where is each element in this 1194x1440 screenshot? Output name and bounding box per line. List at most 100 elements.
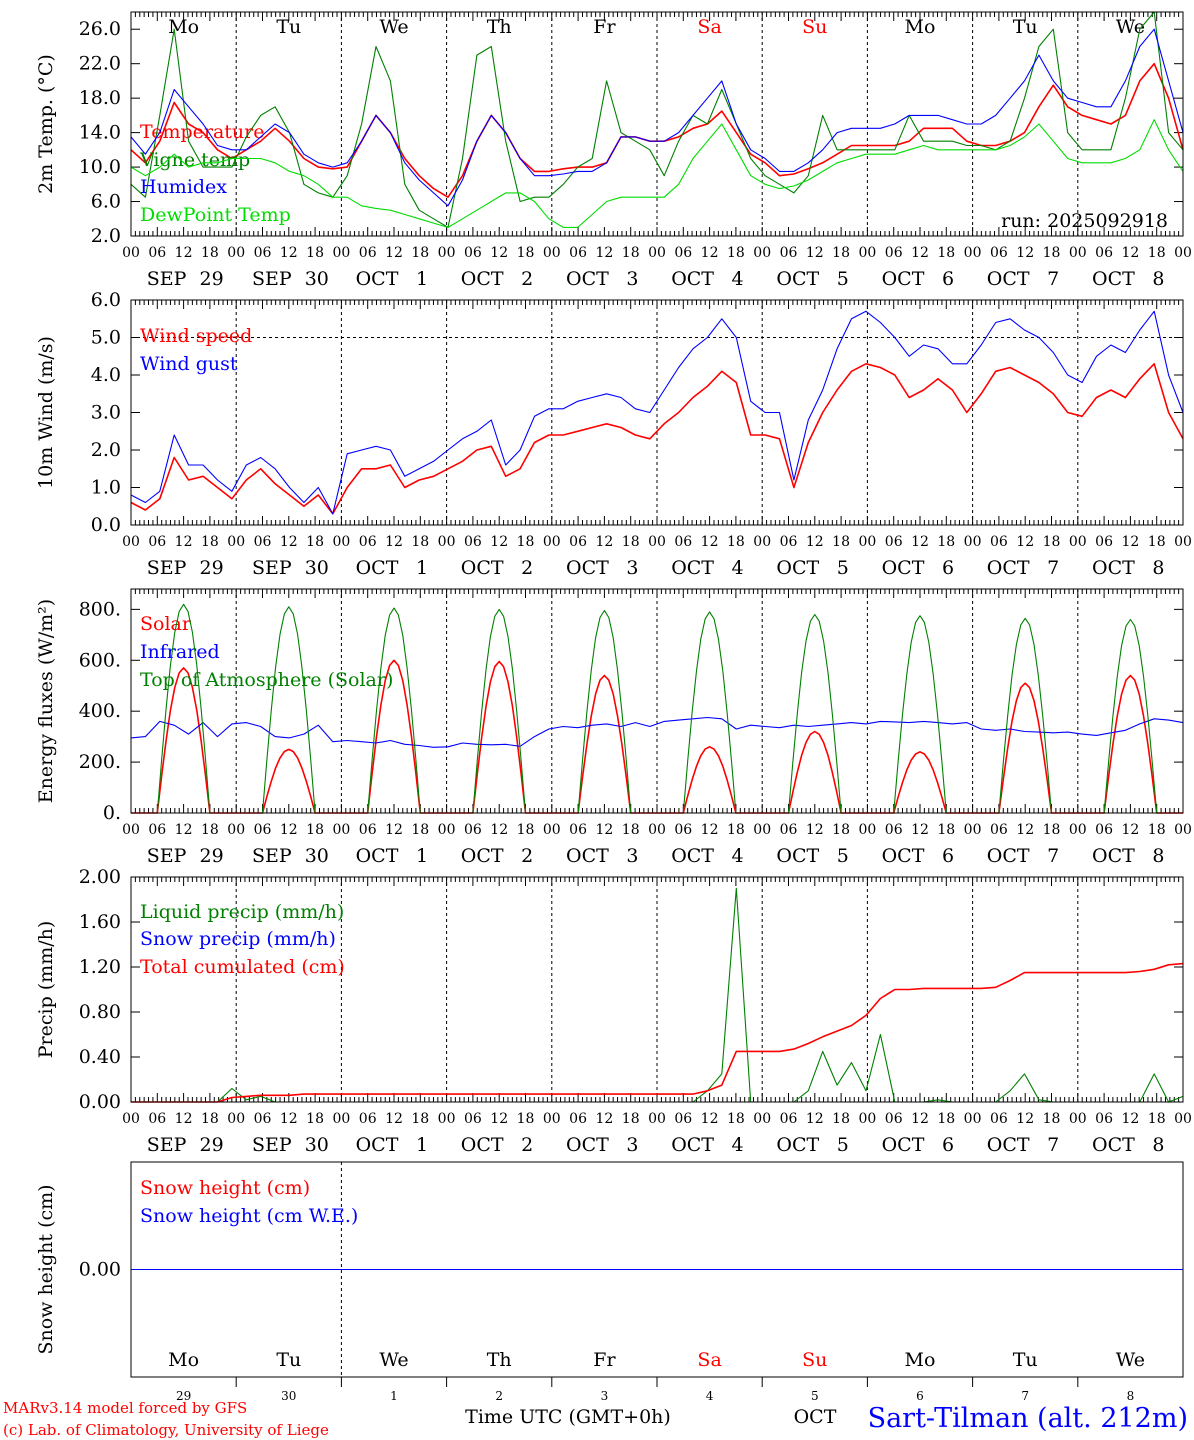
x-tick-label: 12 [385, 1111, 403, 1127]
x-tick-label: 18 [1148, 245, 1166, 261]
x-tick-label: 12 [911, 822, 929, 838]
y-tick-label: 200. [79, 751, 121, 773]
date-month-label: OCT [566, 268, 609, 290]
x-tick-label: 06 [359, 1111, 377, 1127]
x-tick-label: 12 [1121, 822, 1139, 838]
legend-entry: Temperature [140, 121, 264, 143]
legend-entry: Wind speed [140, 325, 252, 347]
date-day-label: 3 [626, 268, 638, 290]
weekday-label-bottom: Mo [168, 1349, 199, 1371]
legend-entry: Top of Atmosphere (Solar) [140, 669, 393, 691]
weekday-label-bottom: Fr [593, 1349, 616, 1371]
series-line-total-cumulated-cm- [131, 962, 1184, 1103]
plot-frame [130, 11, 1184, 237]
x-tick-label: 00 [332, 534, 350, 550]
plot-frame [130, 588, 1184, 814]
x-tick-label: 06 [464, 822, 482, 838]
x-tick-label: 00 [858, 534, 876, 550]
x-tick-label: 00 [122, 1111, 140, 1127]
date-day-label: 4 [732, 557, 744, 579]
weekday-label-bottom: Tu [276, 1349, 301, 1371]
date-month-label: OCT [671, 268, 714, 290]
x-tick-label: 18 [517, 822, 535, 838]
x-tick-label: 00 [753, 822, 771, 838]
weekday-label: Tu [276, 16, 301, 38]
x-tick-label: 12 [490, 822, 508, 838]
x-tick-label: 18 [622, 822, 640, 838]
x-tick-label: 06 [569, 822, 587, 838]
x-tick-label: 00 [438, 245, 456, 261]
x-tick-label: 06 [254, 822, 272, 838]
x-tick-label: 06 [148, 822, 166, 838]
x-tick-label: 00 [753, 534, 771, 550]
date-day-label: 2 [521, 1134, 533, 1156]
date-month-label: OCT [987, 1134, 1030, 1156]
x-tick-label: 06 [1095, 822, 1113, 838]
date-day-label: 6 [942, 1134, 954, 1156]
x-tick-label: 00 [964, 534, 982, 550]
date-month-label: SEP [147, 1134, 187, 1156]
x-tick-label: 12 [175, 822, 193, 838]
x-tick-label: 18 [832, 1111, 850, 1127]
date-day-label: 1 [416, 268, 428, 290]
x-tick-label: 18 [832, 245, 850, 261]
x-tick-label: 00 [858, 245, 876, 261]
date-day-label: 7 [1047, 1134, 1059, 1156]
date-month-label: SEP [252, 557, 292, 579]
weekday-label: Th [487, 16, 512, 38]
x-tick-label: 00 [1174, 245, 1192, 261]
x-tick-label: 00 [964, 822, 982, 838]
x-tick-label: 06 [780, 1111, 798, 1127]
date-month-label: OCT [987, 557, 1030, 579]
date-day-label: 5 [837, 845, 849, 867]
x-tick-label: 06 [990, 245, 1008, 261]
legend-entry: Infrared [140, 641, 220, 663]
x-tick-label: 12 [595, 1111, 613, 1127]
date-day-label: 29 [200, 268, 224, 290]
date-month-label: SEP [252, 268, 292, 290]
x-tick-label: 06 [990, 822, 1008, 838]
date-day-label: 5 [837, 557, 849, 579]
weekday-label: Su [802, 16, 827, 38]
x-tick-label: 12 [280, 822, 298, 838]
date-day-label: 3 [626, 845, 638, 867]
x-tick-label: 18 [517, 245, 535, 261]
y-tick-label: 2.00 [79, 866, 121, 888]
date-day-label: 6 [942, 845, 954, 867]
date-day-label: 7 [1047, 268, 1059, 290]
date-day-label: 6 [942, 268, 954, 290]
x-tick-label: 12 [280, 1111, 298, 1127]
x-tick-label: 00 [1069, 822, 1087, 838]
x-tick-label: 12 [806, 245, 824, 261]
x-tick-label: 06 [674, 245, 692, 261]
date-month-label: OCT [671, 1134, 714, 1156]
x-tick-label: 00 [1174, 822, 1192, 838]
x-tick-label: 00 [438, 534, 456, 550]
x-tick-label: 00 [438, 1111, 456, 1127]
date-day-label: 2 [521, 557, 533, 579]
x-tick-label: 12 [385, 534, 403, 550]
x-tick-label: 06 [674, 1111, 692, 1127]
date-day-label: 6 [942, 557, 954, 579]
x-tick-label: 12 [175, 534, 193, 550]
date-day-label: 7 [1047, 557, 1059, 579]
x-tick-label: 18 [727, 245, 745, 261]
y-tick-label: 800. [79, 598, 121, 620]
y-tick-label: 3.0 [91, 402, 121, 424]
x-tick-label: 00 [648, 534, 666, 550]
legend-entry: Humidex [140, 176, 227, 198]
date-month-label: OCT [356, 557, 399, 579]
weekday-label: Tu [1013, 16, 1038, 38]
x-tick-label: 00 [1069, 1111, 1087, 1127]
x-tick-label: 06 [1095, 1111, 1113, 1127]
date-month-label: OCT [566, 557, 609, 579]
date-day-label: 5 [837, 268, 849, 290]
date-month-label: OCT [882, 1134, 925, 1156]
date-day-label: 29 [200, 1134, 224, 1156]
x-tick-label: 12 [385, 245, 403, 261]
x-tick-label: 00 [648, 822, 666, 838]
x-tick-label: 06 [359, 822, 377, 838]
x-tick-label: 18 [411, 534, 429, 550]
series-line-humidex [130, 28, 1184, 207]
x-tick-label: 00 [122, 534, 140, 550]
